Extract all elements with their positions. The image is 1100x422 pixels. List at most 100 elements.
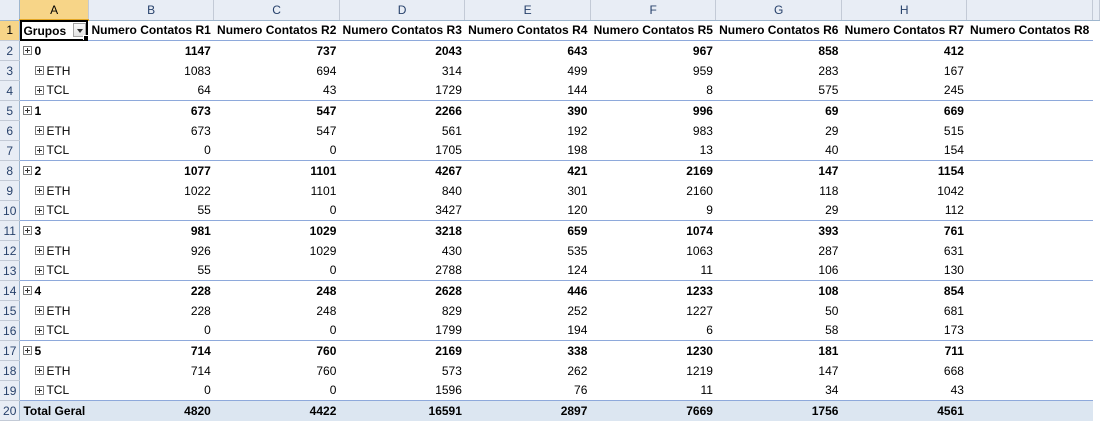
value-cell[interactable]: 228 (190, 303, 211, 318)
value-cell[interactable]: 287 (818, 243, 839, 258)
expand-icon[interactable] (35, 125, 45, 135)
value-cell[interactable]: 983 (692, 123, 713, 138)
value-cell[interactable]: 43 (323, 83, 337, 98)
value-cell[interactable]: 1799 (435, 323, 462, 338)
value-cell[interactable]: 147 (715, 160, 842, 181)
filter-dropdown-button[interactable] (73, 23, 87, 37)
value-cell[interactable]: 760 (213, 340, 340, 361)
row-label-cell[interactable]: TCL (20, 201, 88, 221)
value-cell[interactable]: 1219 (686, 363, 713, 378)
column-header-g[interactable]: G (715, 0, 842, 21)
value-cell[interactable] (966, 220, 1093, 241)
value-cell[interactable]: 1227 (686, 303, 713, 318)
value-cell[interactable]: 228 (88, 280, 214, 301)
value-field-header[interactable]: Numero Contatos R2 (213, 20, 340, 41)
value-cell[interactable]: 0 (329, 203, 337, 218)
value-cell[interactable]: 547 (213, 100, 340, 121)
expand-icon[interactable] (35, 205, 45, 215)
row-label-cell[interactable]: 3 (19, 220, 89, 241)
value-cell[interactable]: 192 (567, 123, 588, 138)
row-label-cell[interactable]: 4 (19, 280, 89, 301)
expand-icon[interactable] (35, 325, 45, 335)
row-label-cell[interactable]: 0 (19, 40, 89, 61)
value-cell[interactable]: 118 (819, 183, 839, 198)
value-cell[interactable]: 412 (841, 40, 967, 61)
expand-icon[interactable] (23, 166, 33, 176)
value-cell[interactable]: 338 (464, 340, 591, 361)
expand-icon[interactable] (35, 85, 45, 95)
column-header-e[interactable]: E (464, 0, 591, 21)
value-cell[interactable]: 1063 (686, 243, 713, 258)
value-cell[interactable]: 173 (943, 323, 964, 338)
value-cell[interactable]: 0 (329, 143, 337, 158)
value-field-header[interactable]: Numero Contatos R4 (464, 20, 591, 41)
value-cell[interactable]: 1101 (213, 160, 340, 181)
expand-icon[interactable] (23, 286, 33, 296)
value-cell[interactable]: 760 (316, 363, 337, 378)
value-cell[interactable]: 573 (441, 363, 462, 378)
row-label-cell[interactable]: TCL (20, 261, 88, 281)
value-cell[interactable]: 1074 (590, 220, 716, 241)
expand-icon[interactable] (23, 346, 33, 356)
value-cell[interactable]: 130 (943, 263, 964, 278)
row-header[interactable]: 18 (0, 360, 21, 381)
value-cell[interactable]: 2160 (686, 183, 713, 198)
total-value-cell[interactable]: 2897 (464, 400, 591, 421)
expand-icon[interactable] (35, 265, 45, 275)
value-cell[interactable]: 681 (943, 303, 964, 318)
value-cell[interactable]: 69 (715, 100, 842, 121)
row-label-cell[interactable]: 5 (19, 340, 89, 361)
value-field-header[interactable]: Numero Contatos R5 (590, 20, 716, 41)
value-cell[interactable] (967, 381, 1093, 401)
value-cell[interactable]: 714 (88, 340, 214, 361)
value-cell[interactable]: 959 (692, 63, 713, 78)
row-header[interactable]: 12 (0, 240, 21, 261)
total-value-cell[interactable]: 16591 (339, 400, 465, 421)
row-header[interactable]: 19 (0, 380, 21, 401)
total-value-cell[interactable]: 1756 (715, 400, 842, 421)
value-cell[interactable]: 421 (464, 160, 591, 181)
row-header[interactable]: 11 (0, 220, 21, 241)
total-value-cell[interactable] (966, 400, 1093, 421)
value-cell[interactable]: 1705 (435, 143, 462, 158)
value-cell[interactable]: 2788 (435, 263, 462, 278)
row-header[interactable]: 20 (0, 400, 21, 421)
total-value-cell[interactable]: 4561 (841, 400, 967, 421)
value-cell[interactable]: 58 (825, 323, 839, 338)
value-cell[interactable]: 2043 (339, 40, 465, 61)
value-cell[interactable]: 167 (943, 63, 964, 78)
value-cell[interactable]: 144 (567, 83, 588, 98)
row-header[interactable]: 13 (0, 260, 21, 281)
value-cell[interactable]: 2266 (339, 100, 465, 121)
value-cell[interactable]: 737 (213, 40, 340, 61)
value-cell[interactable]: 1147 (88, 40, 214, 61)
value-cell[interactable]: 40 (825, 143, 839, 158)
row-label-cell[interactable]: ETH (20, 241, 88, 261)
value-field-header[interactable]: Numero Contatos R7 (841, 20, 967, 41)
value-cell[interactable] (966, 160, 1093, 181)
value-cell[interactable]: 181 (715, 340, 842, 361)
value-cell[interactable]: 446 (464, 280, 591, 301)
row-header[interactable]: 14 (0, 280, 21, 301)
row-header[interactable]: 17 (0, 340, 21, 361)
value-cell[interactable]: 926 (190, 243, 211, 258)
value-cell[interactable]: 631 (943, 243, 964, 258)
value-cell[interactable]: 8 (706, 83, 713, 98)
value-cell[interactable]: 547 (316, 123, 337, 138)
row-header[interactable]: 10 (0, 200, 21, 221)
value-cell[interactable]: 3218 (339, 220, 465, 241)
value-cell[interactable]: 390 (464, 100, 591, 121)
row-label-cell[interactable]: TCL (20, 141, 88, 161)
value-cell[interactable]: 55 (197, 263, 211, 278)
value-cell[interactable]: 0 (204, 323, 211, 338)
row-header[interactable]: 4 (0, 80, 21, 101)
row-header[interactable]: 8 (0, 160, 21, 181)
value-cell[interactable]: 1029 (309, 243, 337, 258)
row-header[interactable]: 2 (0, 40, 21, 61)
row-label-cell[interactable]: ETH (20, 61, 88, 81)
expand-icon[interactable] (35, 145, 45, 155)
value-cell[interactable]: 147 (818, 363, 839, 378)
total-value-cell[interactable]: 4422 (213, 400, 340, 421)
value-cell[interactable] (966, 340, 1093, 361)
value-cell[interactable]: 252 (567, 303, 588, 318)
